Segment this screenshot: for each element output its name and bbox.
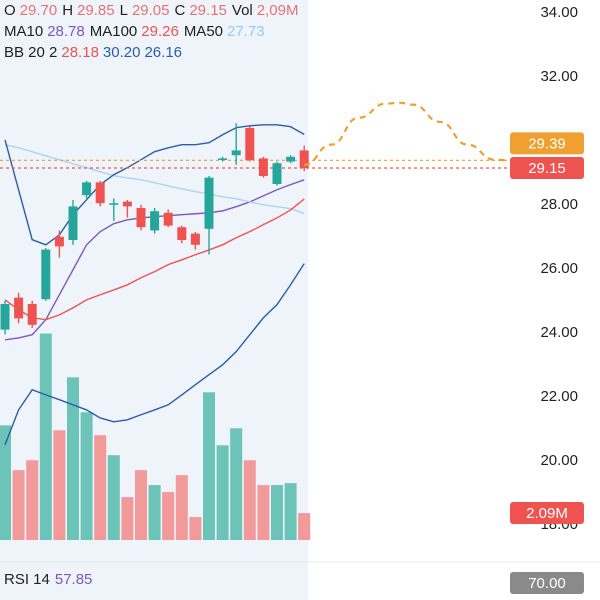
- volume-bar: [298, 513, 311, 540]
- rsi-legend: RSI 14 57.85: [4, 571, 92, 588]
- candle-body: [190, 233, 200, 245]
- legend-row: BB 20 2 28.18 30.20 26.16: [4, 44, 182, 61]
- y-tick-label: 24.00: [540, 324, 578, 341]
- legend-row: MA10 28.78 MA100 29.26 MA50 27.73: [4, 23, 265, 40]
- price-label-text: 29.39: [528, 135, 566, 152]
- volume-bar: [148, 485, 161, 540]
- rsi-label: RSI 14: [4, 571, 50, 588]
- candle-body: [122, 201, 132, 207]
- volume-bar: [53, 430, 66, 540]
- legend-label: Vol: [232, 2, 253, 19]
- candle-body: [258, 158, 268, 176]
- candle-body: [54, 236, 64, 247]
- volume-bar: [26, 460, 39, 540]
- overlay-line: [4, 143, 305, 215]
- volume-bar: [0, 425, 11, 540]
- price-label-box: [510, 157, 584, 179]
- volume-bar: [39, 333, 52, 540]
- overlay-line: [4, 263, 305, 446]
- volume-bar: [12, 470, 25, 540]
- forecast-line: [304, 101, 509, 166]
- volume-bar: [107, 455, 120, 540]
- legend-label: MA10: [4, 23, 43, 40]
- volume-bar: [189, 517, 202, 540]
- candle-body: [218, 158, 228, 160]
- legend-value: 28.18: [61, 44, 99, 61]
- volume-bar: [80, 412, 93, 540]
- legend-value: 27.73: [227, 23, 265, 40]
- candle-body: [14, 297, 24, 319]
- volume-bar: [162, 492, 175, 540]
- candle-body: [204, 177, 214, 229]
- y-tick-label: 22.00: [540, 388, 578, 405]
- volume-bar: [257, 485, 270, 540]
- legend-label: O: [4, 2, 16, 19]
- volume-bar: [135, 470, 147, 540]
- volume-label-box: [510, 502, 584, 525]
- y-tick-label: 20.00: [540, 452, 578, 469]
- candle-body: [95, 182, 105, 204]
- legend-value: 29.05: [132, 2, 170, 19]
- overlay-line: [4, 124, 305, 246]
- volume-bar: [121, 497, 134, 540]
- legend-value: 2,09M: [257, 2, 299, 19]
- volume-label-text: 2.09M: [526, 505, 568, 522]
- price-label-text: 29.15: [528, 160, 566, 177]
- candle-body: [136, 208, 146, 228]
- legend-label: MA100: [90, 23, 138, 40]
- legend-value: 29.70: [20, 2, 58, 19]
- price-label-box: [510, 132, 584, 155]
- volume-bar: [284, 483, 297, 540]
- volume-bar: [230, 428, 243, 540]
- candle-body: [286, 156, 296, 162]
- volume-bar: [271, 485, 283, 540]
- candle-body: [27, 304, 37, 325]
- volume-bar: [243, 460, 256, 540]
- rsi-level-label-box: [510, 572, 584, 594]
- legend-label: L: [120, 2, 128, 19]
- legend-value: 29.85: [77, 2, 115, 19]
- rsi-value: 57.85: [55, 571, 93, 588]
- legend-value: 30.20: [103, 44, 141, 61]
- candle-body: [82, 182, 92, 196]
- candle-body: [109, 203, 119, 205]
- y-tick-label: 28.00: [540, 196, 578, 213]
- candle-body: [150, 211, 160, 231]
- legend-row: O 29.70 H 29.85 L 29.05 C 29.15 Vol 2,09M: [4, 2, 298, 19]
- candle-body: [163, 212, 173, 226]
- candle-body: [231, 150, 241, 156]
- legend-value: 28.78: [47, 23, 85, 40]
- volume-bar: [67, 377, 79, 540]
- overlay-line: [4, 198, 305, 321]
- y-tick-label: 34.00: [540, 4, 578, 21]
- volume-bar: [175, 475, 188, 540]
- candle-body: [68, 206, 78, 240]
- candle-body: [245, 128, 255, 160]
- y-tick-label: 32.00: [540, 68, 578, 85]
- legend-label: H: [62, 2, 73, 19]
- volume-bar: [216, 445, 229, 540]
- legend-label: C: [175, 2, 186, 19]
- rsi-level-label-text: 70.00: [528, 575, 566, 592]
- legend-label: BB 20 2: [4, 44, 57, 61]
- candle-body: [41, 249, 51, 300]
- legend-value: 26.16: [144, 44, 182, 61]
- volume-bar: [203, 392, 215, 540]
- legend-label: MA50: [184, 23, 223, 40]
- candle-body: [272, 163, 282, 184]
- candle-body: [299, 150, 309, 168]
- candle-body: [0, 304, 10, 330]
- legend-value: 29.26: [141, 23, 179, 40]
- legend-value: 29.15: [189, 2, 227, 19]
- volume-bar: [94, 435, 107, 540]
- y-tick-label: 26.00: [540, 260, 578, 277]
- candle-body: [177, 227, 187, 240]
